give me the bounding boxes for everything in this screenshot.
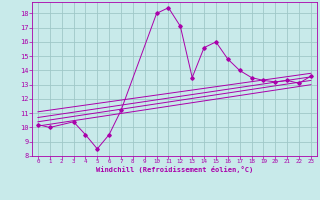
X-axis label: Windchill (Refroidissement éolien,°C): Windchill (Refroidissement éolien,°C) [96,166,253,173]
